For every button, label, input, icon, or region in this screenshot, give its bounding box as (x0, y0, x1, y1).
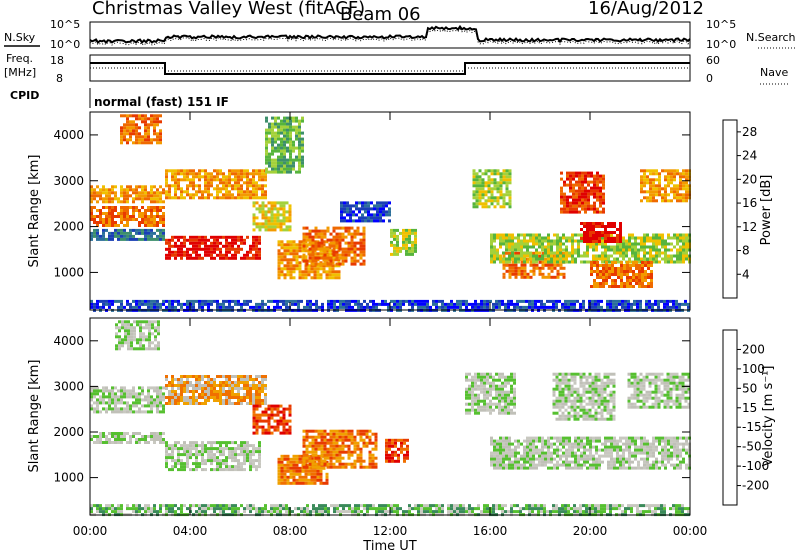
velocity-ytick-label: 4000 (53, 334, 84, 348)
freq-trace (90, 62, 690, 75)
power-colorbar-tick: 24 (742, 149, 757, 163)
freq-tick-high: 18 (50, 54, 64, 67)
time-tick-label: 04:00 (173, 524, 208, 538)
velocity-band (385, 438, 409, 463)
power-band (340, 201, 391, 223)
station-title: Christmas Valley West (fitACF) (92, 0, 365, 19)
power-band (580, 222, 622, 243)
velocity-ylabel: Slant Range [km] (27, 360, 42, 473)
time-tick-label: 08:00 (273, 524, 308, 538)
velocity-colorbar-tick: -15 (742, 420, 762, 434)
power-colorbar-tick: 28 (742, 125, 757, 139)
velocity-ytick-label: 2000 (53, 425, 84, 439)
velocity-band (90, 386, 165, 414)
velocity-axes: 1000 2000 3000 4000 (53, 318, 691, 515)
time-tick-label: 16:00 (473, 524, 508, 538)
power-band (90, 206, 165, 227)
time-axis-label: Time UT (362, 539, 416, 554)
velocity-ytick-label: 1000 (53, 471, 84, 485)
noise-tick-low-left: 10^0 (50, 38, 80, 51)
power-band (390, 228, 417, 256)
noise-tick-low-right: 10^0 (706, 38, 736, 51)
freq-tick-low: 8 (56, 72, 63, 85)
velocity-band (252, 404, 292, 435)
freq-panel: Freq. [MHz] 18 8 60 0 Nave (4, 52, 790, 85)
cpid-label: CPID (10, 89, 39, 102)
beam-label: Beam 06 (340, 4, 421, 25)
velocity-colorbar-tick: 100 (742, 362, 765, 376)
power-colorbar-tick: 16 (742, 196, 757, 210)
nsky-trace (89, 24, 691, 44)
time-tick-label: 00:00 (73, 524, 108, 538)
power-band (252, 201, 292, 232)
velocity-ytick-label: 3000 (53, 379, 84, 393)
power-ylabel: Slant Range [km] (27, 155, 42, 268)
power-band (90, 228, 165, 241)
power-band (165, 235, 261, 260)
time-axis: 00:00 04:00 08:00 12:00 16:00 20:00 00:00 (73, 524, 708, 538)
power-band (640, 169, 691, 203)
power-band (590, 261, 653, 288)
velocity-colorbar-tick: 15 (742, 401, 757, 415)
velocity-panel: 1000 2000 3000 4000 Slant Range [km] (27, 317, 691, 517)
velocity-band (627, 372, 691, 409)
power-band (277, 240, 341, 280)
power-band (120, 114, 162, 145)
nave-label: Nave (760, 66, 788, 79)
nave-trace (90, 67, 690, 72)
power-colorbar-tick: 8 (742, 244, 750, 258)
power-ytick-label: 1000 (53, 265, 84, 279)
velocity-colorbar: 200 100 50 15 -15 -50 -100 -200 Velocity [m s⁻¹… (722, 329, 776, 506)
noise-tick-high-left: 10^5 (50, 18, 80, 31)
power-colorbar-tick: 4 (742, 267, 750, 281)
cpid-value: normal (fast) 151 IF (94, 95, 229, 109)
power-axes: 1000 2000 3000 4000 (53, 112, 691, 310)
nave-tick-high: 60 (706, 54, 720, 67)
velocity-colorbar-tick: -100 (742, 459, 769, 473)
date-label: 16/Aug/2012 (588, 0, 704, 19)
velocity-colorbar-tick: -200 (742, 479, 769, 493)
nsky-label: N.Sky (4, 31, 36, 44)
power-panel: 1000 2000 3000 4000 Slant Range [km] (27, 111, 691, 312)
velocity-colorbar-tick: 200 (742, 342, 765, 356)
velocity-colorbar-label: Velocity [m s⁻¹] (761, 366, 776, 467)
velocity-band (90, 432, 165, 444)
velocity-data-layer (90, 320, 691, 517)
power-band (472, 169, 512, 209)
freq-label: Freq. (6, 52, 33, 65)
power-band (265, 116, 304, 174)
nsearch-label: N.Search (746, 31, 796, 44)
power-colorbar-tick: 20 (742, 172, 757, 186)
power-band (90, 185, 165, 204)
power-colorbar: 4 8 12 16 20 24 28 Power [dB] (722, 119, 774, 299)
nave-tick-low: 0 (706, 72, 713, 85)
power-ytick-label: 2000 (53, 220, 84, 234)
power-colorbar-label: Power [dB] (759, 175, 774, 246)
power-colorbar-tick: 12 (742, 220, 757, 234)
power-ytick-label: 3000 (53, 174, 84, 188)
time-tick-label: 20:00 (573, 524, 608, 538)
velocity-band (302, 429, 378, 469)
freq-unit-label: [MHz] (4, 66, 36, 79)
power-band (302, 226, 366, 266)
power-band (560, 171, 605, 214)
power-data-layer (90, 114, 691, 312)
velocity-colorbar-tick: 50 (742, 381, 757, 395)
cpid-row: CPID normal (fast) 151 IF (10, 88, 229, 109)
velocity-band (490, 436, 691, 470)
power-band (165, 169, 267, 200)
velocity-colorbar-tick: -50 (742, 440, 762, 454)
time-tick-label: 00:00 (673, 524, 708, 538)
velocity-band (165, 375, 267, 405)
velocity-band (465, 372, 516, 415)
noise-panel: N.Sky 10^5 10^0 10^5 10^0 N.Search (4, 18, 796, 51)
velocity-band (165, 441, 261, 472)
velocity-band (552, 372, 616, 421)
velocity-band (115, 320, 160, 351)
time-tick-label: 12:00 (373, 524, 408, 538)
noise-tick-high-right: 10^5 (706, 18, 736, 31)
power-ytick-label: 4000 (53, 128, 84, 142)
